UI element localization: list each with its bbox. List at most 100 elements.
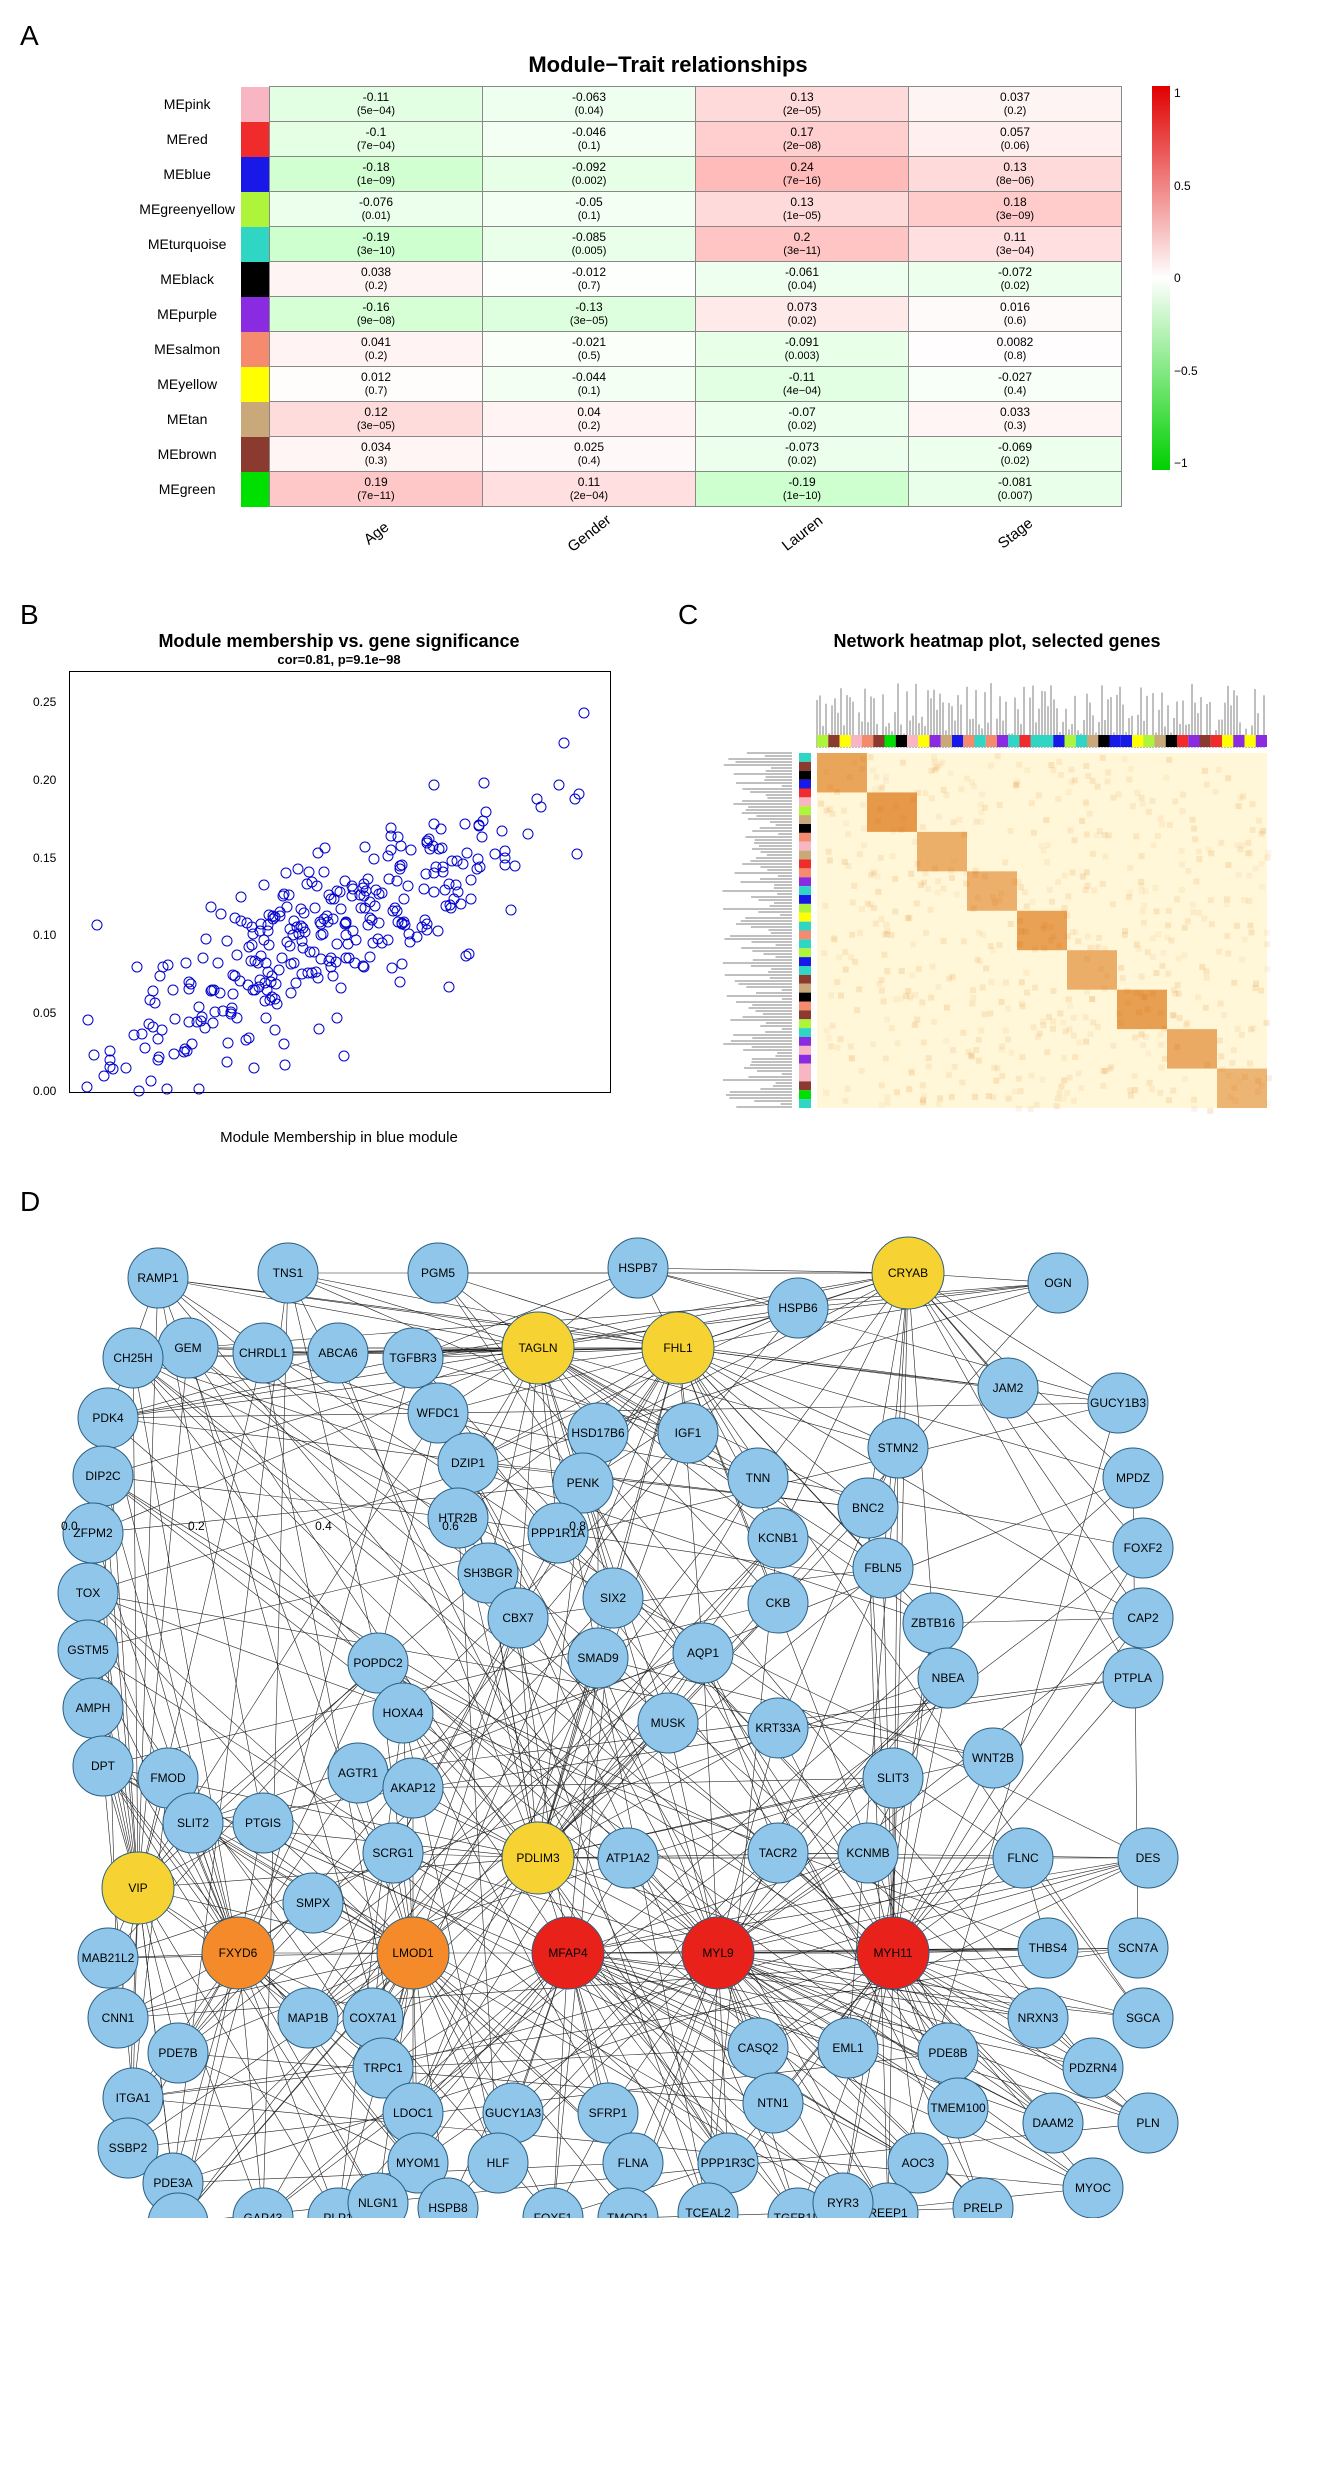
network-node: SLIT3 bbox=[863, 1748, 923, 1808]
scatter-point bbox=[343, 953, 354, 964]
scatter-point bbox=[280, 867, 291, 878]
colorbar-tick: 1 bbox=[1174, 86, 1198, 100]
heatmap-cell: 0.038(0.2) bbox=[270, 262, 483, 297]
y-tick: 0.15 bbox=[33, 851, 56, 865]
module-swatch bbox=[241, 227, 270, 262]
heatmap-cell: 0.041(0.2) bbox=[270, 332, 483, 367]
scatter-point bbox=[240, 1034, 251, 1045]
scatter-point bbox=[270, 1024, 281, 1035]
scatter-point bbox=[369, 853, 380, 864]
scatter-point bbox=[359, 891, 370, 902]
network-node: TMEM100 bbox=[928, 2078, 988, 2138]
panel-c: C Network heatmap plot, selected genes bbox=[678, 599, 1316, 1146]
network-node: AGTR1 bbox=[328, 1743, 388, 1803]
network-node: THBS4 bbox=[1018, 1918, 1078, 1978]
module-row-label: MEsalmon bbox=[138, 332, 241, 367]
network-node: MAB21L2 bbox=[78, 1928, 138, 1988]
x-tick: 0.8 bbox=[569, 1519, 586, 1533]
scatter-point bbox=[446, 856, 457, 867]
scatter-point bbox=[279, 1059, 290, 1070]
scatter-point bbox=[403, 881, 414, 892]
scatter-point bbox=[384, 874, 395, 885]
heatmap-table: MEpink-0.11(5e−04)-0.063(0.04)0.13(2e−05… bbox=[138, 86, 1122, 559]
scatter-point bbox=[104, 1045, 115, 1056]
scatter-point bbox=[180, 958, 191, 969]
scatter-point bbox=[428, 868, 439, 879]
scatter-point bbox=[394, 977, 405, 988]
scatter-point bbox=[263, 940, 274, 951]
scatter-point bbox=[258, 879, 269, 890]
scatter-point bbox=[466, 893, 477, 904]
trait-label: Stage bbox=[909, 507, 1122, 560]
network-node: CBX7 bbox=[488, 1588, 548, 1648]
network-node: SLIT2 bbox=[163, 1793, 223, 1853]
scatter-point bbox=[232, 949, 243, 960]
module-swatch bbox=[241, 87, 270, 122]
panel-b-label: B bbox=[20, 599, 39, 630]
scatter-point bbox=[496, 825, 507, 836]
scatter-point bbox=[443, 982, 454, 993]
scatter-point bbox=[206, 902, 217, 913]
network-node: FLNC bbox=[993, 1828, 1053, 1888]
network-node: PPP1R1A bbox=[528, 1503, 588, 1563]
network-node: SIX2 bbox=[583, 1568, 643, 1628]
scatter-point bbox=[248, 928, 259, 939]
scatter-point bbox=[179, 1046, 190, 1057]
heatmap-cell: -0.085(0.005) bbox=[483, 227, 696, 262]
module-row-label: MEpink bbox=[138, 87, 241, 122]
network-node: GAP43 bbox=[233, 2188, 293, 2218]
scatter-point bbox=[364, 912, 375, 923]
scatter-point bbox=[506, 904, 517, 915]
scatter-point bbox=[336, 982, 347, 993]
network-node: GSTM5 bbox=[58, 1620, 118, 1680]
network-node: ATP1A2 bbox=[598, 1828, 658, 1888]
module-swatch bbox=[241, 192, 270, 227]
scatter-point bbox=[311, 967, 322, 978]
network-node: HSPB7 bbox=[608, 1238, 668, 1298]
network-node: TNN bbox=[728, 1448, 788, 1508]
scatter-point bbox=[260, 1013, 271, 1024]
scatter-point bbox=[137, 1029, 148, 1040]
scatter-point bbox=[273, 965, 284, 976]
scatter-point bbox=[319, 914, 330, 925]
heatmap-cell: -0.07(0.02) bbox=[696, 402, 909, 437]
heatmap-cell: -0.076(0.01) bbox=[270, 192, 483, 227]
scatter-point bbox=[473, 819, 484, 830]
y-tick: 0.05 bbox=[33, 1006, 56, 1020]
heatmap-cell: 0.13(2e−05) bbox=[696, 87, 909, 122]
network-node: PGM5 bbox=[408, 1243, 468, 1303]
scatter-point bbox=[247, 985, 258, 996]
heatmap-cell: -0.072(0.02) bbox=[909, 262, 1122, 297]
network-node: DES bbox=[1118, 1828, 1178, 1888]
heatmap-cell: -0.16(9e−08) bbox=[270, 297, 483, 332]
scatter-point bbox=[327, 970, 338, 981]
scatter-point bbox=[418, 883, 429, 894]
module-row-label: MEyellow bbox=[138, 367, 241, 402]
colorbar: 10.50−0.5−1 bbox=[1152, 86, 1198, 470]
scatter-point bbox=[348, 884, 359, 895]
trait-label: Lauren bbox=[696, 507, 909, 560]
trait-label: Gender bbox=[483, 507, 696, 560]
scatter-point bbox=[339, 1050, 350, 1061]
heatmap-cell: 0.13(8e−06) bbox=[909, 157, 1122, 192]
network-node: DAAM2 bbox=[1023, 2093, 1083, 2153]
network-node: FXYD6 bbox=[202, 1917, 274, 1989]
module-swatch bbox=[241, 332, 270, 367]
colorbar-tick: −1 bbox=[1174, 456, 1198, 470]
scatter-point bbox=[571, 848, 582, 859]
scatter-point bbox=[318, 929, 329, 940]
scatter-point bbox=[299, 907, 310, 918]
scatter-point bbox=[255, 919, 266, 930]
network-node: CKB bbox=[748, 1573, 808, 1633]
scatter-point bbox=[161, 1083, 172, 1094]
colorbar-tick: 0.5 bbox=[1174, 179, 1198, 193]
scatter-point bbox=[170, 1013, 181, 1024]
scatter-point bbox=[310, 902, 321, 913]
scatter-point bbox=[139, 1042, 150, 1053]
module-swatch bbox=[241, 472, 270, 507]
scatter-point bbox=[133, 1086, 144, 1097]
network-node: CNN1 bbox=[88, 1988, 148, 2048]
colorbar-tick: 0 bbox=[1174, 271, 1198, 285]
network-node: STMN2 bbox=[868, 1418, 928, 1478]
network-node: PLN bbox=[1118, 2093, 1178, 2153]
